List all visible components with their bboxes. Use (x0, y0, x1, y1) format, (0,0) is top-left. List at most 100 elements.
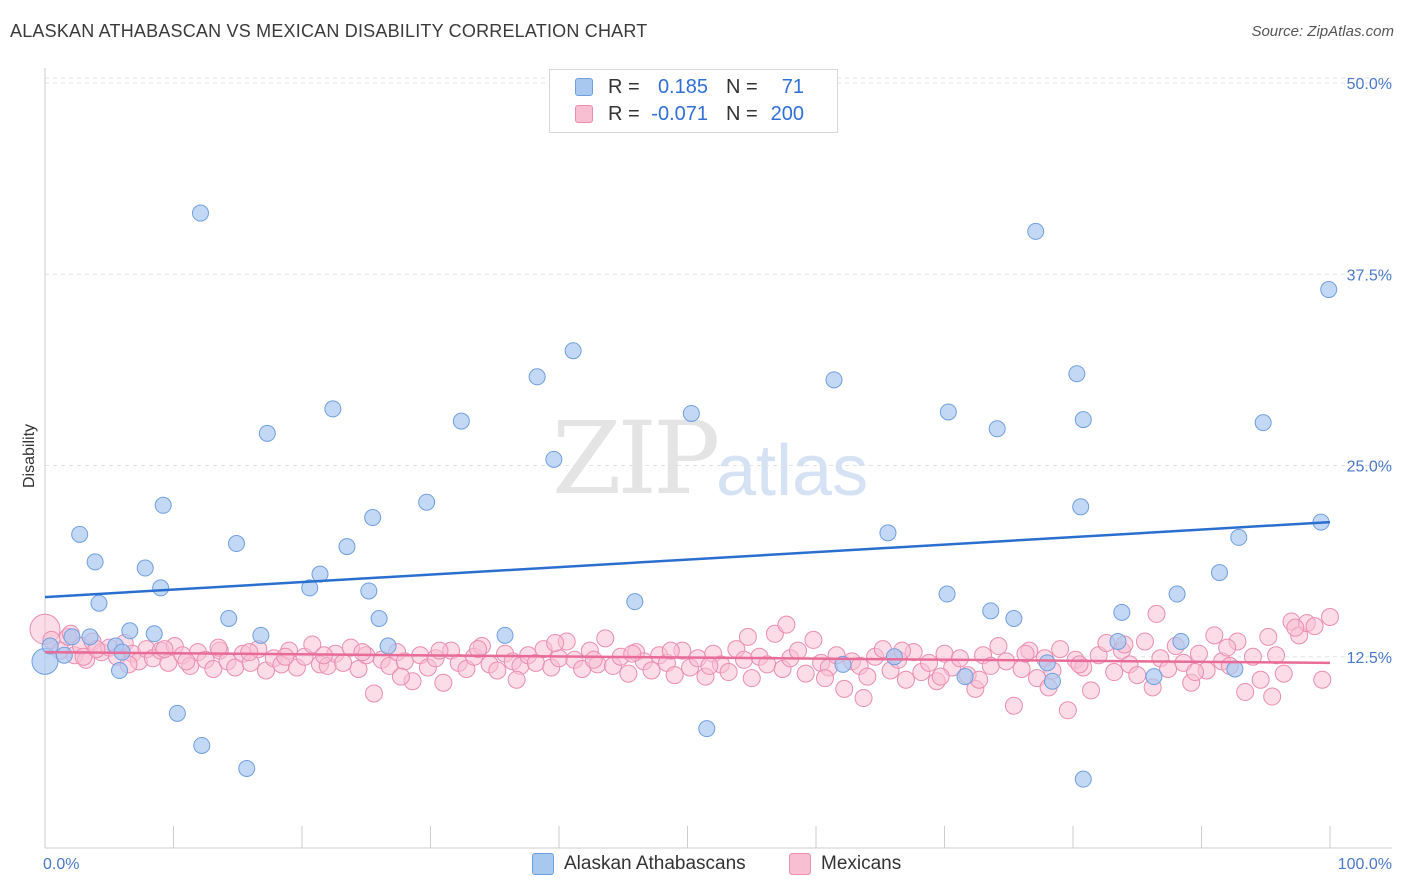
athabascan-point (545, 450, 563, 468)
mexicans-point (835, 679, 854, 698)
athabascan-point (136, 559, 154, 577)
gridlines (45, 77, 1392, 658)
athabascan-point (81, 628, 99, 646)
mexicans-point (391, 667, 410, 686)
mexicans-point (546, 633, 565, 652)
mexicans-point (240, 643, 259, 662)
athabascan-point (626, 593, 644, 611)
athabascan-point (154, 496, 172, 514)
mexicans-point (950, 649, 969, 668)
legend-n-value: 71 (781, 76, 804, 98)
mexicans-point (735, 650, 754, 669)
athabascan-point (86, 553, 104, 571)
athabascan-point (1068, 365, 1086, 383)
legend-n-label: N = (726, 103, 758, 125)
chart-title: ALASKAN ATHABASCAN VS MEXICAN DISABILITY… (10, 21, 648, 41)
athabascan-point (496, 626, 514, 644)
athabascan-point (191, 204, 209, 222)
mexicans-point (303, 635, 322, 654)
mexicans-point (1012, 659, 1031, 678)
watermark-atlas: atlas (716, 431, 869, 511)
legend-r-value: -0.071 (651, 103, 708, 125)
mexicans-point (931, 667, 950, 686)
mexicans-point (596, 629, 615, 648)
y-tick-label: 25.0% (1347, 459, 1392, 476)
athabascan-point (1074, 411, 1092, 429)
athabascan-point (1210, 564, 1228, 582)
mexicans-point (896, 670, 915, 689)
athabascan-point (1038, 654, 1056, 672)
mexicans-point (434, 673, 453, 692)
athabascan-point (1005, 610, 1023, 628)
y-axis-title: Disability (21, 424, 38, 488)
athabascan-point (121, 622, 139, 640)
athabascan-point (698, 720, 716, 738)
mexicans-point (789, 641, 808, 660)
mexicans-point (1189, 644, 1208, 663)
mexicans-point (469, 640, 488, 659)
athabascan-point (938, 585, 956, 603)
mexicans-point (1004, 696, 1023, 715)
athabascan-point (301, 579, 319, 597)
mexicans-point (1286, 618, 1305, 637)
axes (44, 68, 1392, 849)
y-tick-label: 37.5% (1347, 267, 1392, 284)
athabascan-point (834, 655, 852, 673)
athabascan-point (1074, 770, 1092, 788)
mexicans-point (507, 670, 526, 689)
x-tick-label: 100.0% (1338, 856, 1392, 873)
mexicans-point (719, 663, 738, 682)
athabascan-point (528, 368, 546, 386)
mexicans-point (738, 627, 757, 646)
athabascan-point (879, 524, 897, 542)
athabascan-points (31, 204, 1338, 788)
athabascan-point (418, 493, 436, 511)
mexicans-point (858, 667, 877, 686)
athabascan-point (227, 535, 245, 553)
mexicans-point (1236, 682, 1255, 701)
trend-lines (44, 520, 1331, 665)
athabascan-point (111, 662, 129, 680)
legend-n-label: N = (726, 76, 758, 98)
legend-swatch-athabascan (575, 78, 593, 96)
athabascan-point (360, 582, 378, 600)
mexicans-point (204, 659, 223, 678)
mexicans-point (1205, 626, 1224, 645)
athabascan-point (370, 610, 388, 628)
athabascan-point (252, 626, 270, 644)
legend-label-mexicans: Mexicans (821, 853, 902, 874)
legend-swatch-mexicans (789, 853, 811, 875)
athabascan-point (338, 538, 356, 556)
mexicans-point (334, 653, 353, 672)
athabascan-point (1027, 222, 1045, 240)
athabascan-trend-line (44, 520, 1331, 599)
mexicans-point (777, 615, 796, 634)
athabascan-point (452, 412, 470, 430)
mexicans-point (584, 650, 603, 669)
mexicans-point (815, 669, 834, 688)
legend-r-value: 0.185 (657, 76, 708, 98)
mexicans-point (1058, 701, 1077, 720)
series-legend: Alaskan Athabascans Mexicans (0, 851, 1406, 879)
mexicans-point (1135, 632, 1154, 651)
mexicans-point (665, 666, 684, 685)
mexicans-point (1259, 627, 1278, 646)
mexicans-point (1321, 607, 1339, 626)
mexicans-point (623, 644, 642, 663)
mexicans-point (619, 664, 638, 683)
athabascan-point (41, 637, 59, 655)
mexicans-point (742, 669, 761, 688)
mexicans-point (1263, 687, 1282, 706)
athabascan-point (1168, 585, 1186, 603)
mexicans-point (1313, 670, 1332, 689)
athabascan-point (939, 403, 957, 421)
mexicans-point (1070, 655, 1089, 674)
mexicans-point (1186, 663, 1205, 682)
mexicans-point (353, 643, 372, 662)
athabascan-point (564, 342, 582, 360)
athabascan-point (63, 628, 81, 646)
mexicans-point (804, 630, 823, 649)
legend-swatch-mexicans (575, 105, 593, 123)
legend-r-label: R = (608, 103, 640, 125)
mexicans-point (1251, 670, 1270, 689)
